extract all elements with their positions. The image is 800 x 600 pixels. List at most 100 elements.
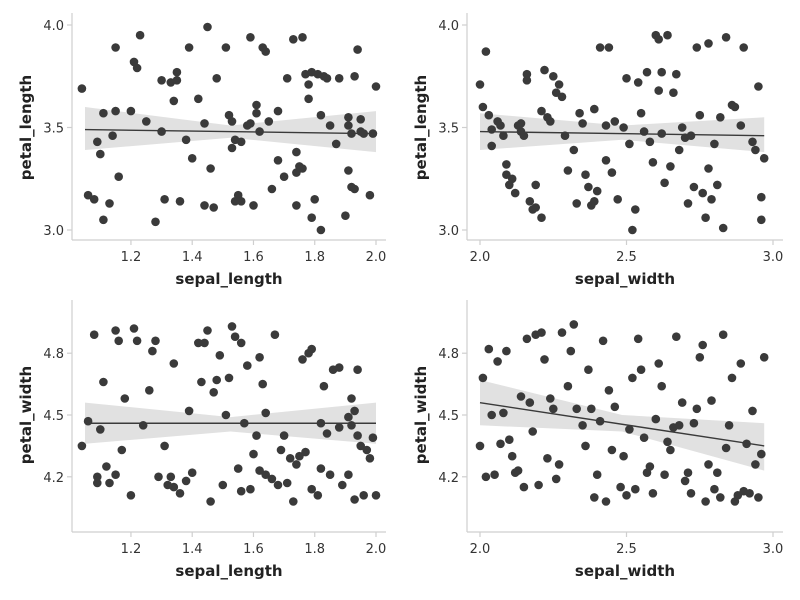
data-point [157, 76, 166, 85]
data-point [194, 94, 203, 104]
data-point [716, 493, 725, 502]
data-point [490, 470, 499, 480]
data-point [316, 225, 326, 235]
data-point [93, 472, 102, 482]
data-point [298, 33, 307, 42]
data-point [301, 447, 310, 457]
data-point [481, 47, 491, 56]
data-point [285, 454, 295, 463]
data-point [255, 466, 264, 475]
data-point [273, 106, 283, 116]
chart-panel-3: 4.2 4.5 4.8 1.2 1.4 1.6 1.8 2.0 sepal_length peta… [17, 300, 386, 580]
data-point [187, 154, 197, 163]
data-point [631, 484, 640, 494]
data-point [660, 178, 669, 188]
data-point [563, 166, 573, 175]
data-point [666, 162, 675, 171]
data-point [475, 441, 485, 451]
data-point [549, 72, 558, 81]
data-point [701, 497, 710, 506]
data-point [754, 82, 763, 91]
data-point [578, 119, 587, 128]
data-point [557, 328, 567, 337]
data-point [108, 131, 117, 140]
data-point [581, 441, 590, 451]
data-point [610, 402, 620, 412]
data-point [502, 346, 511, 356]
data-point [160, 195, 169, 204]
y-tick-label: 3.5 [43, 122, 64, 137]
data-point [683, 468, 693, 478]
data-point [751, 460, 760, 469]
data-point [657, 381, 666, 391]
data-point [487, 141, 497, 151]
data-point [554, 80, 564, 89]
data-point [203, 22, 212, 32]
data-point [660, 470, 669, 480]
data-point [313, 491, 323, 500]
data-point [221, 43, 231, 52]
data-point [537, 328, 546, 337]
data-point [607, 168, 617, 177]
data-point [304, 80, 313, 89]
data-point [628, 373, 637, 383]
data-point [371, 491, 381, 500]
data-point [236, 197, 246, 206]
data-point [347, 394, 356, 403]
data-point [334, 423, 344, 432]
data-point [683, 199, 693, 208]
data-point [334, 363, 344, 372]
data-point [563, 381, 573, 391]
data-point [200, 201, 209, 210]
data-point [273, 156, 283, 165]
data-point [522, 69, 532, 79]
data-point [282, 74, 292, 83]
data-point [569, 145, 579, 155]
x-tick-label: 1.6 [243, 250, 264, 265]
data-point [484, 344, 494, 354]
data-point [636, 365, 646, 375]
data-point [344, 121, 353, 130]
data-point [184, 43, 194, 52]
data-point [289, 35, 298, 44]
data-point [175, 197, 185, 206]
data-point [610, 117, 620, 126]
data-point [200, 119, 209, 128]
data-point [160, 441, 169, 451]
x-tick-label: 2.5 [616, 250, 637, 265]
data-point [475, 80, 485, 89]
data-point [525, 398, 535, 407]
data-point [230, 332, 240, 342]
data-point [221, 410, 231, 420]
data-point [105, 478, 114, 488]
data-point [368, 433, 378, 443]
data-point [502, 160, 511, 169]
data-point [289, 497, 298, 506]
data-point [587, 404, 596, 414]
x-tick-label: 1.6 [243, 542, 264, 557]
data-point [745, 489, 754, 498]
data-point [273, 480, 283, 490]
data-point [184, 406, 194, 416]
data-point [710, 139, 719, 149]
data-point [154, 472, 163, 482]
y-axis-label: petal_width [17, 366, 35, 464]
data-point [692, 404, 702, 414]
data-point [331, 139, 341, 149]
data-point [724, 421, 734, 430]
data-point [505, 435, 514, 445]
data-point [478, 102, 488, 112]
data-point [716, 113, 725, 122]
chart-panel-1: 3.0 3.5 4.0 1.2 1.4 1.6 1.8 2.0 sepal_length peta… [17, 13, 386, 288]
data-point [672, 332, 681, 342]
data-point [707, 396, 716, 405]
data-point [622, 491, 631, 500]
data-point [279, 172, 289, 181]
data-point [282, 478, 292, 488]
x-tick-label: 3.0 [763, 250, 784, 265]
data-point [519, 131, 529, 140]
y-axis-label: petal_length [17, 75, 35, 180]
x-axis-label: sepal_width [575, 270, 675, 288]
data-point [359, 491, 369, 500]
data-point [166, 472, 176, 482]
